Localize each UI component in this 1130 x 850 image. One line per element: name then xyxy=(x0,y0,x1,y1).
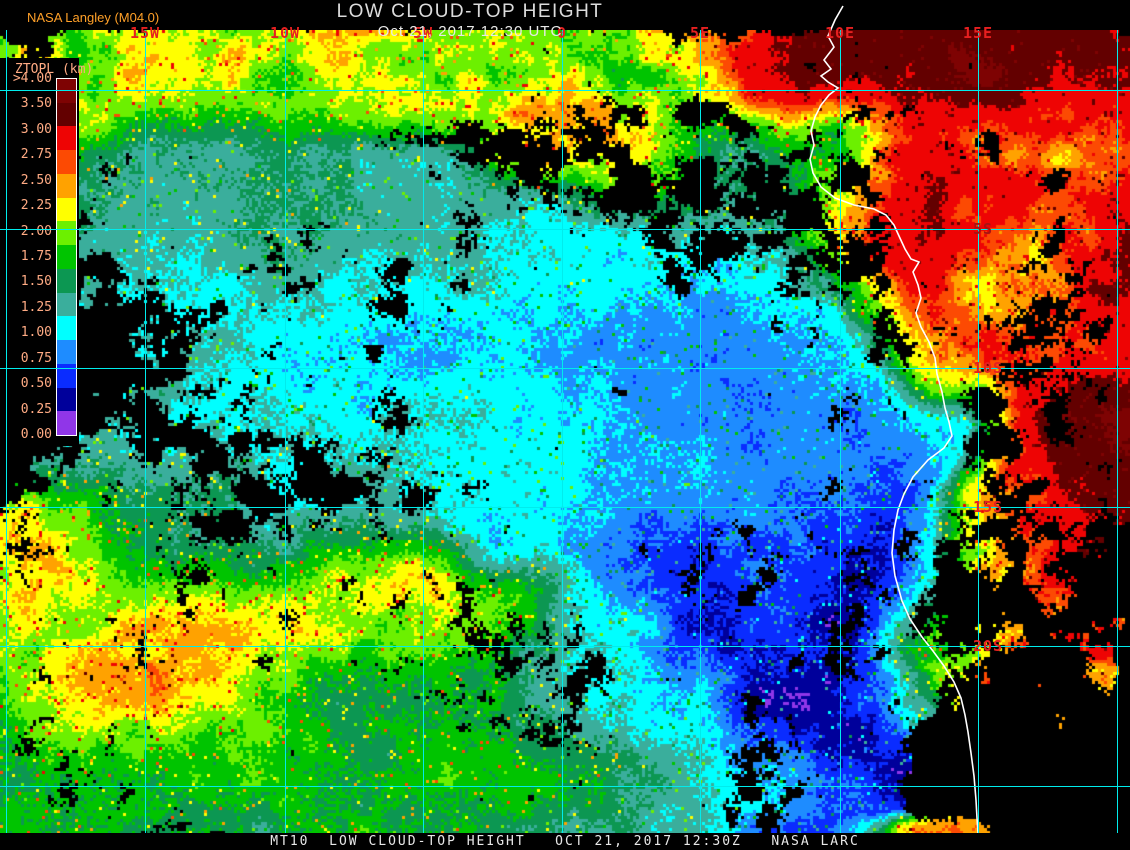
gridline-parallel xyxy=(0,507,1130,508)
legend-swatch xyxy=(57,126,76,151)
parallel-label: 5S xyxy=(973,220,994,238)
gridline-meridian xyxy=(285,30,286,833)
gridline-meridian xyxy=(562,30,563,833)
gridline-meridian xyxy=(700,30,701,833)
gridline-meridian xyxy=(145,30,146,833)
meridian-label: 5E xyxy=(689,24,711,42)
legend-tick-label: 0.50 xyxy=(20,376,52,392)
gridline-parallel xyxy=(0,646,1130,647)
meridian-label: 0 xyxy=(556,24,568,42)
meridian-label: 15E xyxy=(962,24,994,42)
meridian-label: 15W xyxy=(129,24,161,42)
legend-colorbar xyxy=(56,78,77,436)
timestamp: Oct 21, 2017 12:30 UTC xyxy=(377,23,563,40)
legend-swatch xyxy=(57,340,76,364)
credit-label: NASA Langley (M04.0) xyxy=(27,10,160,25)
legend-swatch xyxy=(57,268,76,293)
gridline-meridian xyxy=(1117,30,1118,833)
legend-tick-label: 0.00 xyxy=(20,427,52,442)
meridian-label: 10E xyxy=(824,24,856,42)
legend-swatch xyxy=(57,411,76,436)
cloud-height-map xyxy=(0,30,1130,833)
legend-tick-label: 2.75 xyxy=(20,147,52,163)
legend-swatch xyxy=(57,221,76,246)
header: LOW CLOUD-TOP HEIGHT Oct 21, 2017 12:30 … xyxy=(250,0,690,40)
gridline-meridian xyxy=(6,30,7,833)
legend-tick-label: 1.50 xyxy=(20,274,52,290)
legend-tick-label: 1.25 xyxy=(20,299,52,315)
gridline-parallel xyxy=(0,368,1130,369)
legend-tick-label: 0.75 xyxy=(20,350,52,366)
legend-tick-label: 2.00 xyxy=(20,223,52,239)
gridline-meridian xyxy=(978,30,979,833)
legend-tick-label: 2.25 xyxy=(20,198,52,214)
legend-swatch xyxy=(57,102,76,127)
color-legend: ZTOPL (km) >4.00 3.50 3.00 2.75 2.50 2.25 2.00… xyxy=(0,58,93,446)
legend-title: ZTOPL (km) xyxy=(15,62,94,77)
legend-swatch xyxy=(57,387,76,412)
gridline-parallel xyxy=(0,786,1130,787)
legend-tick-label: >4.00 xyxy=(12,71,52,86)
parallel-label: 15S xyxy=(973,498,1004,516)
legend-tick-label: 1.00 xyxy=(20,325,52,341)
meridian-label: 5W xyxy=(412,24,434,42)
footer-text: MT10 LOW CLOUD-TOP HEIGHT OCT 21, 2017 1… xyxy=(270,834,860,849)
legend-swatch xyxy=(57,150,76,174)
legend-tick-label: 1.75 xyxy=(20,249,52,264)
parallel-label: 20S xyxy=(973,637,1004,655)
legend-swatch xyxy=(57,197,76,222)
page-title: LOW CLOUD-TOP HEIGHT xyxy=(336,1,604,22)
legend-tick-label: 0.25 xyxy=(20,401,52,417)
meridian-label: 10W xyxy=(269,24,301,42)
gridline-parallel xyxy=(0,229,1130,230)
parallel-label: 10S xyxy=(973,359,1004,377)
legend-swatch xyxy=(57,363,76,388)
gridline-parallel xyxy=(0,90,1130,91)
legend-tick-label: 3.50 xyxy=(20,96,52,112)
legend-tick-label: 3.00 xyxy=(20,121,52,137)
legend-tick-label: 2.50 xyxy=(20,172,52,188)
legend-swatch xyxy=(57,245,76,269)
legend-swatch xyxy=(57,292,76,317)
legend-swatch xyxy=(57,173,76,198)
footer-bar: MT10 LOW CLOUD-TOP HEIGHT OCT 21, 2017 1… xyxy=(0,833,1130,850)
gridline-meridian xyxy=(423,30,424,833)
legend-swatch xyxy=(57,316,76,341)
gridline-meridian xyxy=(840,30,841,833)
